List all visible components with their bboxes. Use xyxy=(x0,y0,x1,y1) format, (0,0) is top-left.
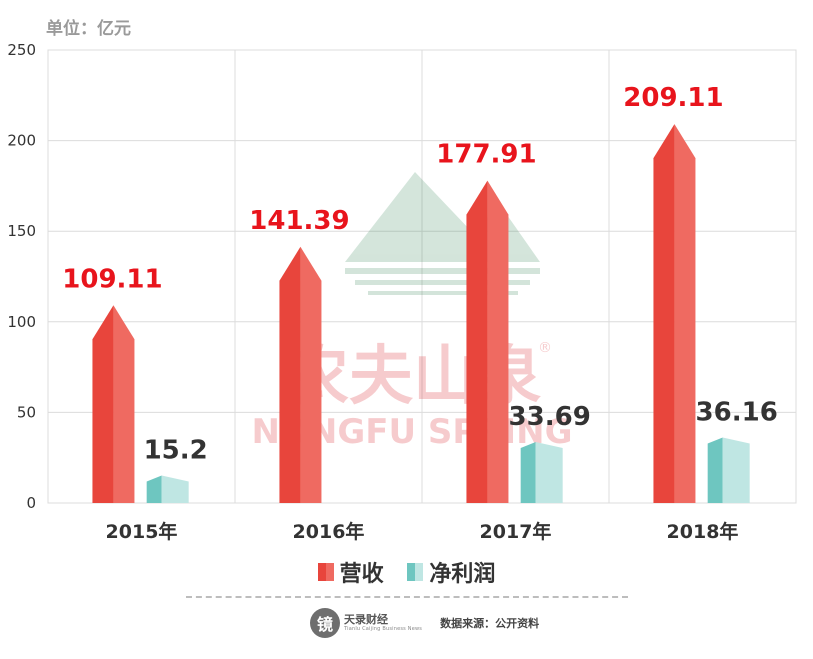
data-label-revenue: 109.11 xyxy=(62,264,162,294)
x-tick-label: 2016年 xyxy=(293,520,365,543)
bar-revenue-facet xyxy=(300,246,322,503)
watermark-water xyxy=(345,268,540,274)
publisher-name: 天录财经 xyxy=(344,612,388,626)
data-label-revenue: 177.91 xyxy=(436,140,536,170)
watermark-water xyxy=(355,280,530,285)
y-tick-label: 150 xyxy=(7,222,36,240)
legend-swatch-revenue xyxy=(317,563,334,581)
bar-profit xyxy=(146,475,162,503)
publisher-logo-icon: 镜 xyxy=(310,608,340,638)
unit-label: 单位：亿元 xyxy=(46,19,131,39)
bar-profit-facet xyxy=(161,475,189,503)
y-tick-label: 100 xyxy=(7,313,36,331)
watermark-mark: ® xyxy=(538,340,552,356)
legend-item-revenue: 营收 xyxy=(317,556,384,588)
y-tick-label: 50 xyxy=(17,403,36,421)
bar-revenue-facet xyxy=(113,305,135,503)
bar-profit-facet xyxy=(535,441,563,503)
data-label-profit: 36.16 xyxy=(696,397,778,427)
x-tick-label: 2018年 xyxy=(667,520,739,543)
y-tick-label: 200 xyxy=(7,132,36,150)
y-axis: 0 50 100 150 200 250 xyxy=(7,41,36,512)
bar-profit xyxy=(707,437,723,503)
footer-divider xyxy=(186,596,628,598)
data-label-revenue: 141.39 xyxy=(249,206,349,236)
data-source: 数据来源：公开资料 xyxy=(440,617,540,630)
x-tick-label: 2015年 xyxy=(106,520,178,543)
watermark-mountain xyxy=(345,172,540,262)
legend-label-revenue: 营收 xyxy=(339,562,384,587)
legend-label-profit: 净利润 xyxy=(429,562,496,587)
y-tick-label: 0 xyxy=(26,494,36,512)
publisher-subtitle: Tianlu Caijing Business News xyxy=(344,625,423,632)
legend-item-profit: 净利润 xyxy=(407,556,495,588)
x-tick-label: 2017年 xyxy=(480,520,552,543)
data-label-revenue: 209.11 xyxy=(623,83,723,113)
bar-series xyxy=(92,124,750,503)
publisher-logo-text: 天录财经 Tianlu Caijing Business News xyxy=(344,612,423,633)
bar-revenue-facet xyxy=(487,180,509,503)
bar-revenue xyxy=(279,246,301,503)
data-label-profit: 15.2 xyxy=(144,435,208,465)
legend-swatch-profit xyxy=(407,563,424,581)
legend: 营收 净利润 xyxy=(0,556,813,588)
x-axis: 2015年 2016年 2017年 2018年 xyxy=(106,520,739,543)
bar-revenue xyxy=(466,180,488,503)
bar-profit-facet xyxy=(722,437,750,503)
bar-revenue xyxy=(92,305,114,503)
data-label-profit: 33.69 xyxy=(509,402,591,432)
watermark-water xyxy=(368,291,518,295)
bar-revenue-facet xyxy=(674,124,696,503)
bar-profit xyxy=(520,441,536,503)
y-tick-label: 250 xyxy=(7,41,36,59)
footer: 镜 天录财经 Tianlu Caijing Business News 数据来源… xyxy=(310,603,539,643)
data-labels: 109.11 15.2 141.39 177.91 33.69 209.11 36.16 xyxy=(62,83,778,465)
bar-revenue xyxy=(653,124,675,503)
